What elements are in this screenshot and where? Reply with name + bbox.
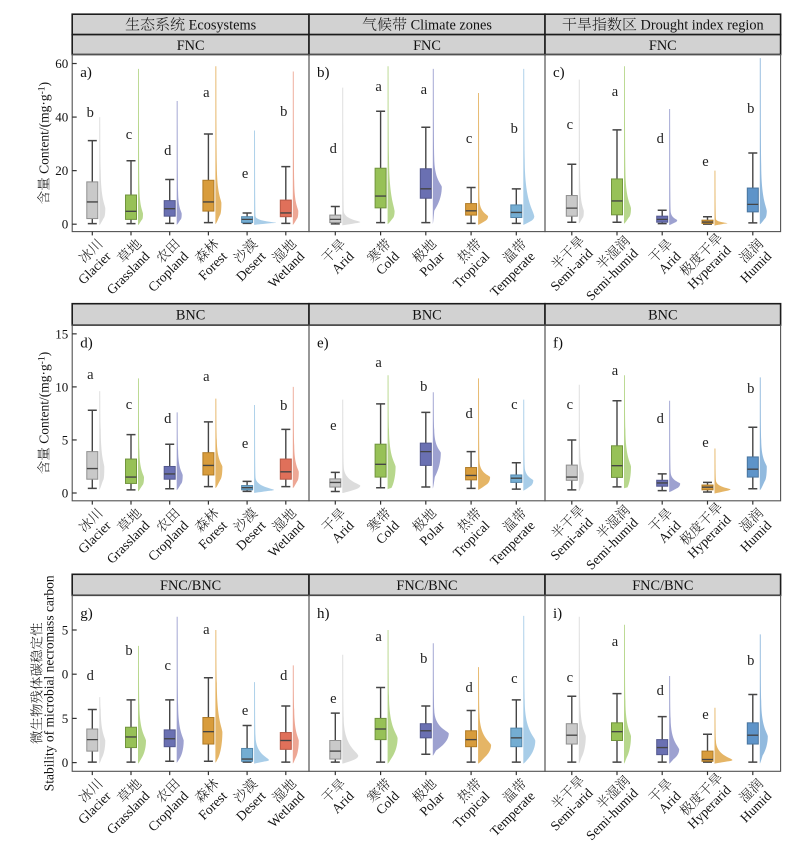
svg-text:FNC: FNC (649, 38, 677, 54)
svg-text:BNC: BNC (412, 308, 441, 324)
svg-text:0: 0 (62, 486, 69, 501)
svg-text:c: c (126, 127, 132, 143)
svg-text:Content/(mg·g: Content/(mg·g (37, 94, 52, 177)
svg-text:b: b (511, 121, 518, 137)
svg-text:BNC: BNC (176, 308, 205, 324)
svg-text:b: b (280, 104, 287, 120)
svg-text:d: d (87, 668, 95, 684)
svg-text:5: 5 (62, 432, 69, 447)
svg-text:c: c (466, 131, 472, 147)
svg-text:c: c (164, 658, 170, 674)
svg-text:b: b (747, 653, 754, 669)
svg-text:FNC: FNC (413, 38, 441, 54)
svg-text:c: c (567, 397, 573, 413)
svg-text:b: b (747, 381, 754, 397)
svg-text:c: c (511, 671, 517, 687)
svg-text:a: a (87, 367, 94, 383)
svg-text:d: d (164, 143, 172, 159)
svg-text:h): h) (317, 606, 330, 622)
svg-text:e: e (702, 154, 708, 170)
svg-text:5: 5 (62, 711, 69, 726)
svg-text:c: c (511, 397, 517, 413)
svg-text:e: e (242, 436, 248, 452)
svg-text:d: d (164, 411, 172, 427)
svg-text:d: d (657, 411, 665, 427)
svg-text:BNC: BNC (648, 308, 677, 324)
svg-text:c): c) (553, 65, 565, 81)
svg-text:b): b) (317, 65, 330, 81)
svg-text:d: d (280, 668, 288, 684)
svg-text:e): e) (317, 336, 329, 352)
svg-text:10: 10 (55, 379, 68, 394)
svg-text:c: c (126, 397, 132, 413)
svg-text:Climate zones: Climate zones (407, 18, 492, 34)
svg-text:a: a (375, 79, 382, 95)
svg-text:20: 20 (55, 163, 68, 178)
svg-text:a: a (203, 369, 210, 385)
svg-text:a: a (612, 634, 619, 650)
svg-text:e: e (242, 703, 248, 719)
svg-text:15: 15 (55, 326, 68, 341)
svg-text:5: 5 (62, 623, 69, 638)
svg-text:i): i) (553, 606, 562, 622)
svg-text:): ) (37, 82, 52, 87)
svg-text:a: a (612, 363, 619, 379)
svg-text:d: d (465, 406, 473, 422)
svg-text:0: 0 (62, 667, 69, 682)
svg-text:d: d (657, 683, 665, 699)
svg-text:0: 0 (62, 755, 69, 770)
svg-text:Drought index region: Drought index region (637, 18, 764, 34)
svg-text:): ) (37, 352, 52, 357)
svg-text:Content/(mg·g: Content/(mg·g (37, 364, 52, 447)
svg-text:a: a (375, 629, 382, 645)
svg-text:e: e (702, 707, 708, 723)
svg-text:d): d) (80, 336, 93, 352)
svg-text:d: d (465, 680, 473, 696)
svg-text:e: e (330, 691, 336, 707)
svg-text:a: a (612, 84, 619, 100)
svg-text:b: b (420, 651, 427, 667)
svg-text:b: b (420, 379, 427, 395)
svg-text:FNC: FNC (177, 38, 205, 54)
svg-text:b: b (87, 105, 94, 121)
svg-text:c: c (567, 670, 573, 686)
svg-text:a: a (203, 622, 210, 638)
svg-text:b: b (747, 101, 754, 117)
svg-text:g): g) (80, 606, 93, 622)
svg-text:c: c (567, 117, 573, 133)
svg-text:f): f) (553, 336, 563, 352)
svg-text:FNC/BNC: FNC/BNC (160, 578, 221, 594)
svg-text:b: b (280, 398, 287, 414)
svg-text:Stability of microbial necroma: Stability of microbial necromass carbon (42, 575, 57, 791)
svg-text:d: d (330, 141, 338, 157)
svg-text:40: 40 (55, 110, 68, 125)
svg-text:a: a (203, 85, 210, 101)
svg-text:d: d (657, 131, 665, 147)
svg-text:b: b (125, 643, 132, 659)
svg-text:0: 0 (62, 217, 69, 232)
svg-text:Ecosystems: Ecosystems (185, 18, 257, 34)
svg-text:a: a (421, 82, 428, 98)
svg-text:a): a) (80, 65, 92, 81)
svg-text:e: e (330, 418, 336, 434)
svg-text:-1: -1 (36, 356, 47, 364)
svg-text:a: a (375, 355, 382, 371)
svg-text:FNC/BNC: FNC/BNC (396, 578, 457, 594)
svg-text:60: 60 (55, 56, 68, 71)
svg-text:FNC/BNC: FNC/BNC (632, 578, 693, 594)
svg-text:-1: -1 (36, 86, 47, 94)
svg-text:e: e (242, 166, 248, 182)
svg-text:e: e (702, 435, 708, 451)
